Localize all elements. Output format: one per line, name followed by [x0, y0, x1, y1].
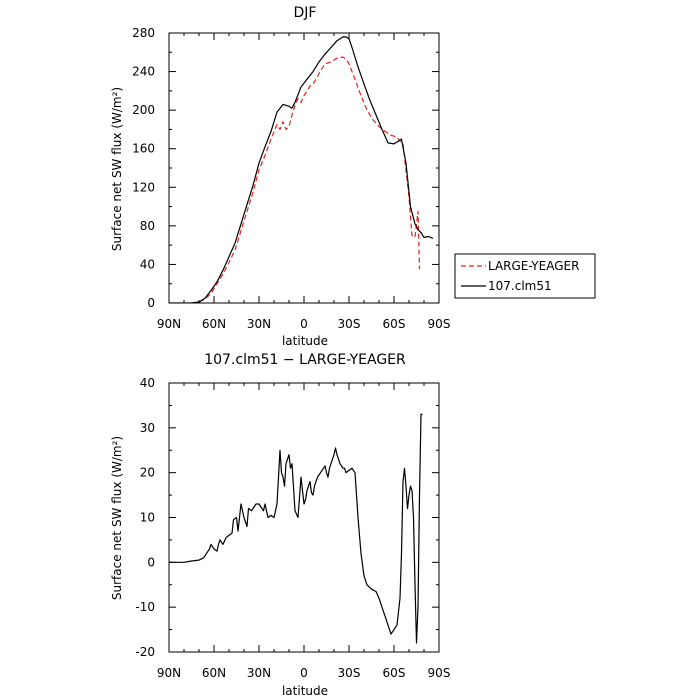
top-y-axis-title: Surface net SW flux (W/m²)	[110, 87, 124, 251]
legend: LARGE-YEAGER 107.clm51	[454, 253, 596, 299]
top-x-tick-label: 30S	[338, 317, 361, 331]
top-plot-frame	[168, 32, 440, 304]
bottom-x-tick-label: 30N	[247, 666, 271, 680]
bottom-x-tick-label: 30S	[338, 666, 361, 680]
top-x-tick-label: 0	[300, 317, 308, 331]
bottom-y-tick-label: 30	[140, 421, 155, 435]
top-y-tick-label: 160	[132, 142, 155, 156]
bottom-series-line-difference	[169, 413, 423, 644]
bottom-y-axis-title: Surface net SW flux (W/m²)	[110, 436, 124, 600]
bottom-y-tick-label: 10	[140, 511, 155, 525]
top-x-tick-label: 30N	[247, 317, 271, 331]
top-y-tick-label: 280	[132, 26, 155, 40]
top-series-line-large-yeager	[191, 56, 421, 303]
bottom-plot-area: 90N 60N 30N 0 30S 60S 90S -20 -10 0 10 20 30 40	[135, 376, 450, 680]
bottom-x-tick-label: 60N	[202, 666, 226, 680]
top-x-tick-label: 60S	[383, 317, 406, 331]
bottom-x-tick-label: 90N	[157, 666, 181, 680]
bottom-y-tick-label: -20	[135, 645, 155, 659]
bottom-y-tick-label: 40	[140, 376, 155, 390]
bottom-x-tick-label: 60S	[383, 666, 406, 680]
top-panel: DJF 90N 60N 30N 0 30S 60S 90S 0 40 80 120 160 200 240…	[110, 5, 596, 348]
top-y-tick-label: 240	[132, 65, 155, 79]
top-x-axis-title: latitude	[282, 334, 328, 348]
top-y-tick-label: 40	[140, 257, 155, 271]
bottom-x-axis-title: latitude	[282, 684, 328, 698]
top-y-tick-label: 80	[140, 219, 155, 233]
bottom-y-tick-label: 20	[140, 466, 155, 480]
top-series-line-107-clm51	[169, 36, 434, 303]
top-y-tick-label: 200	[132, 103, 155, 117]
top-plot-area: 90N 60N 30N 0 30S 60S 90S 0 40 80 120 160 200 240 280	[132, 26, 450, 331]
legend-box	[454, 253, 596, 299]
top-x-tick-label: 90S	[428, 317, 451, 331]
legend-label-large-yeager: LARGE-YEAGER	[488, 259, 579, 273]
top-chart-title: DJF	[294, 5, 317, 21]
bottom-chart-title: 107.clm51 − LARGE-YEAGER	[204, 352, 406, 368]
bottom-x-tick-label: 90S	[428, 666, 451, 680]
bottom-x-tick-label: 0	[300, 666, 308, 680]
top-y-tick-label: 0	[147, 296, 155, 310]
legend-label-107-clm51: 107.clm51	[488, 279, 552, 293]
bottom-panel: 107.clm51 − LARGE-YEAGER 90N 60N 30N 0 30S 60…	[110, 352, 450, 698]
top-y-tick-label: 120	[132, 180, 155, 194]
bottom-y-tick-label: 0	[147, 555, 155, 569]
bottom-y-tick-label: -10	[135, 600, 155, 614]
top-x-tick-label: 60N	[202, 317, 226, 331]
top-x-tick-label: 90N	[157, 317, 181, 331]
